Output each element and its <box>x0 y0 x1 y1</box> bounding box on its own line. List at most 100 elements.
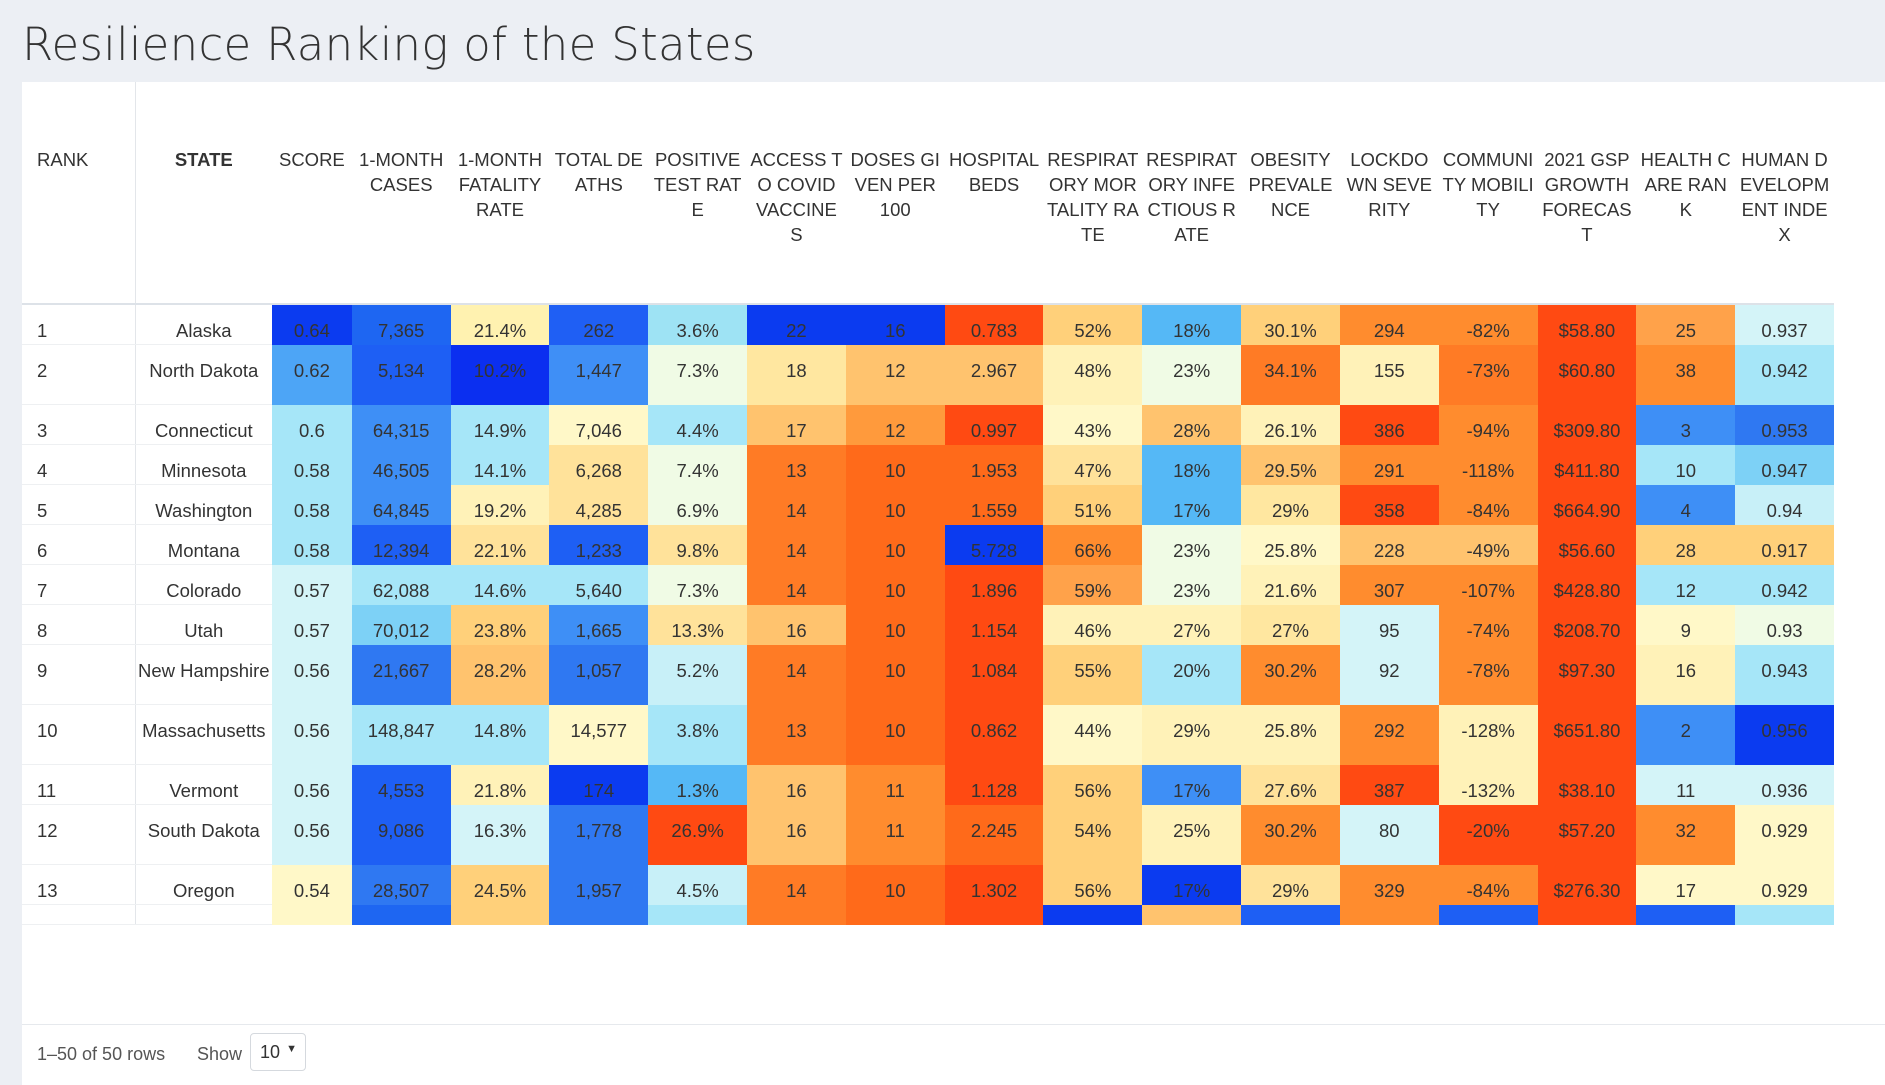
cases-cell: 64,845 <box>351 484 451 525</box>
column-header-positive[interactable]: POSITIVE TEST RATE <box>648 82 748 305</box>
doses-cell: 10 <box>845 444 945 485</box>
doses-cell: 10 <box>845 524 945 565</box>
rank-cell: 12 <box>22 804 136 865</box>
table-row[interactable]: 9 New Hampshire 0.56 21,667 28.2% 1,057 5.2% 14… <box>22 644 1834 705</box>
mobility-cell: -132% <box>1438 764 1538 805</box>
column-header-mobility[interactable]: COMMUNITY MOBILITY <box>1438 82 1538 305</box>
health-cell: 2 <box>1636 704 1736 765</box>
positive-cell <box>648 904 748 925</box>
state-cell: North Dakota <box>135 344 272 405</box>
table-row[interactable]: 11 Vermont 0.56 4,553 21.8% 174 1.3% 16 11 1.128 5… <box>22 764 1834 805</box>
deaths-cell: 7,046 <box>549 404 649 445</box>
score-cell: 0.58 <box>272 524 352 565</box>
table-row[interactable]: 5 Washington 0.58 64,845 19.2% 4,285 6.9% 14 10 1… <box>22 484 1834 525</box>
column-header-beds[interactable]: HOSPITAL BEDS <box>944 82 1044 305</box>
column-header-cases[interactable]: 1-MONTH CASES <box>351 82 451 305</box>
score-cell: 0.58 <box>272 444 352 485</box>
table-row[interactable]: 10 Massachusetts 0.56 148,847 14.8% 14,577 3.8… <box>22 704 1834 765</box>
column-header-lockdown[interactable]: LOCKDOWN SEVERITY <box>1339 82 1439 305</box>
fatality-cell: 19.2% <box>450 484 550 525</box>
hdi-cell: 0.947 <box>1735 444 1834 485</box>
access-cell: 13 <box>747 444 846 485</box>
fatality-cell: 14.8% <box>450 704 550 765</box>
table-row[interactable]: 2 North Dakota 0.62 5,134 10.2% 1,447 7.3% 18 12… <box>22 344 1834 405</box>
health-cell: 4 <box>1636 484 1736 525</box>
table-row[interactable] <box>22 904 1834 925</box>
column-header-fatality[interactable]: 1-MONTH FATALITY RATE <box>450 82 550 305</box>
resp_inf-cell: 18% <box>1142 444 1242 485</box>
table-row[interactable]: 1 Alaska 0.64 7,365 21.4% 262 3.6% 22 16 0.783 52%… <box>22 304 1834 345</box>
health-cell: 9 <box>1636 604 1736 645</box>
state-cell: Oregon <box>135 864 272 905</box>
cases-cell: 28,507 <box>351 864 451 905</box>
mobility-cell: -107% <box>1438 564 1538 605</box>
score-cell: 0.6 <box>272 404 352 445</box>
table-row[interactable]: 12 South Dakota 0.56 9,086 16.3% 1,778 26.9% 16… <box>22 804 1834 865</box>
column-header-state[interactable]: STATE <box>135 82 272 305</box>
table-row[interactable]: 3 Connecticut 0.6 64,315 14.9% 7,046 4.4% 17 12 0… <box>22 404 1834 445</box>
resp_mort-cell: 55% <box>1043 644 1143 705</box>
table-row[interactable]: 7 Colorado 0.57 62,088 14.6% 5,640 7.3% 14 10 1.8… <box>22 564 1834 605</box>
beds-cell <box>944 904 1044 925</box>
score-cell: 0.58 <box>272 484 352 525</box>
table-row[interactable]: 6 Montana 0.58 12,394 22.1% 1,233 9.8% 14 10 5.72… <box>22 524 1834 565</box>
column-header-deaths[interactable]: TOTAL DEATHS <box>549 82 649 305</box>
state-cell: Montana <box>135 524 272 565</box>
table-scroll-area[interactable]: RANK STATE SCORE 1-MONTH CASES 1-MONTH FATAL… <box>22 82 1885 1024</box>
mobility-cell: -128% <box>1438 704 1538 765</box>
table-row[interactable]: 8 Utah 0.57 70,012 23.8% 1,665 13.3% 16 10 1.154 4… <box>22 604 1834 645</box>
obesity-cell: 30.1% <box>1241 304 1340 345</box>
resp_inf-cell: 17% <box>1142 864 1242 905</box>
resp_mort-cell: 47% <box>1043 444 1143 485</box>
column-header-access[interactable]: ACCESS TO COVID VACCINES <box>747 82 846 305</box>
resp_mort-cell: 66% <box>1043 524 1143 565</box>
fatality-cell: 23.8% <box>450 604 550 645</box>
lockdown-cell: 307 <box>1339 564 1439 605</box>
state-cell: Utah <box>135 604 272 645</box>
column-header-resp_inf[interactable]: RESPIRATORY INFECTIOUS RATE <box>1142 82 1242 305</box>
hdi-cell: 0.917 <box>1735 524 1834 565</box>
column-header-obesity[interactable]: OBESITY PREVALENCE <box>1241 82 1340 305</box>
health-cell: 32 <box>1636 804 1736 865</box>
page-size-select[interactable]: 10 ▼ <box>250 1033 306 1071</box>
positive-cell: 1.3% <box>648 764 748 805</box>
health-cell: 12 <box>1636 564 1736 605</box>
obesity-cell: 25.8% <box>1241 704 1340 765</box>
obesity-cell <box>1241 904 1340 925</box>
doses-cell: 11 <box>845 804 945 865</box>
rank-cell: 10 <box>22 704 136 765</box>
column-header-score[interactable]: SCORE <box>272 82 352 305</box>
health-cell: 38 <box>1636 344 1736 405</box>
column-header-gsp[interactable]: 2021 GSP GROWTH FORECAST <box>1537 82 1637 305</box>
mobility-cell: -49% <box>1438 524 1538 565</box>
score-cell: 0.57 <box>272 564 352 605</box>
access-cell: 14 <box>747 524 846 565</box>
mobility-cell: -82% <box>1438 304 1538 345</box>
state-cell: Massachusetts <box>135 704 272 765</box>
state-cell <box>135 904 272 925</box>
deaths-cell: 262 <box>549 304 649 345</box>
hdi-cell: 0.942 <box>1735 564 1834 605</box>
column-header-resp_mort[interactable]: RESPIRATORY MORTALITY RATE <box>1043 82 1143 305</box>
column-header-doses[interactable]: DOSES GIVEN PER 100 <box>845 82 945 305</box>
resp_inf-cell: 18% <box>1142 304 1242 345</box>
doses-cell <box>845 904 945 925</box>
column-header-health[interactable]: HEALTH CARE RANK <box>1636 82 1736 305</box>
deaths-cell: 14,577 <box>549 704 649 765</box>
table-row[interactable]: 4 Minnesota 0.58 46,505 14.1% 6,268 7.4% 13 10 1.… <box>22 444 1834 485</box>
cases-cell: 4,553 <box>351 764 451 805</box>
table-row[interactable]: 13 Oregon 0.54 28,507 24.5% 1,957 4.5% 14 10 1.30… <box>22 864 1834 905</box>
lockdown-cell: 95 <box>1339 604 1439 645</box>
column-header-rank[interactable]: RANK <box>22 82 136 305</box>
positive-cell: 6.9% <box>648 484 748 525</box>
row-count-text: 1–50 of 50 rows <box>37 1044 166 1064</box>
resp_inf-cell: 29% <box>1142 704 1242 765</box>
fatality-cell <box>450 904 550 925</box>
resp_inf-cell: 17% <box>1142 484 1242 525</box>
column-header-hdi[interactable]: HUMAN DEVELOPMENT INDEX <box>1735 82 1834 305</box>
cases-cell: 21,667 <box>351 644 451 705</box>
rank-cell: 9 <box>22 644 136 705</box>
fatality-cell: 16.3% <box>450 804 550 865</box>
mobility-cell: -84% <box>1438 484 1538 525</box>
health-cell: 28 <box>1636 524 1736 565</box>
